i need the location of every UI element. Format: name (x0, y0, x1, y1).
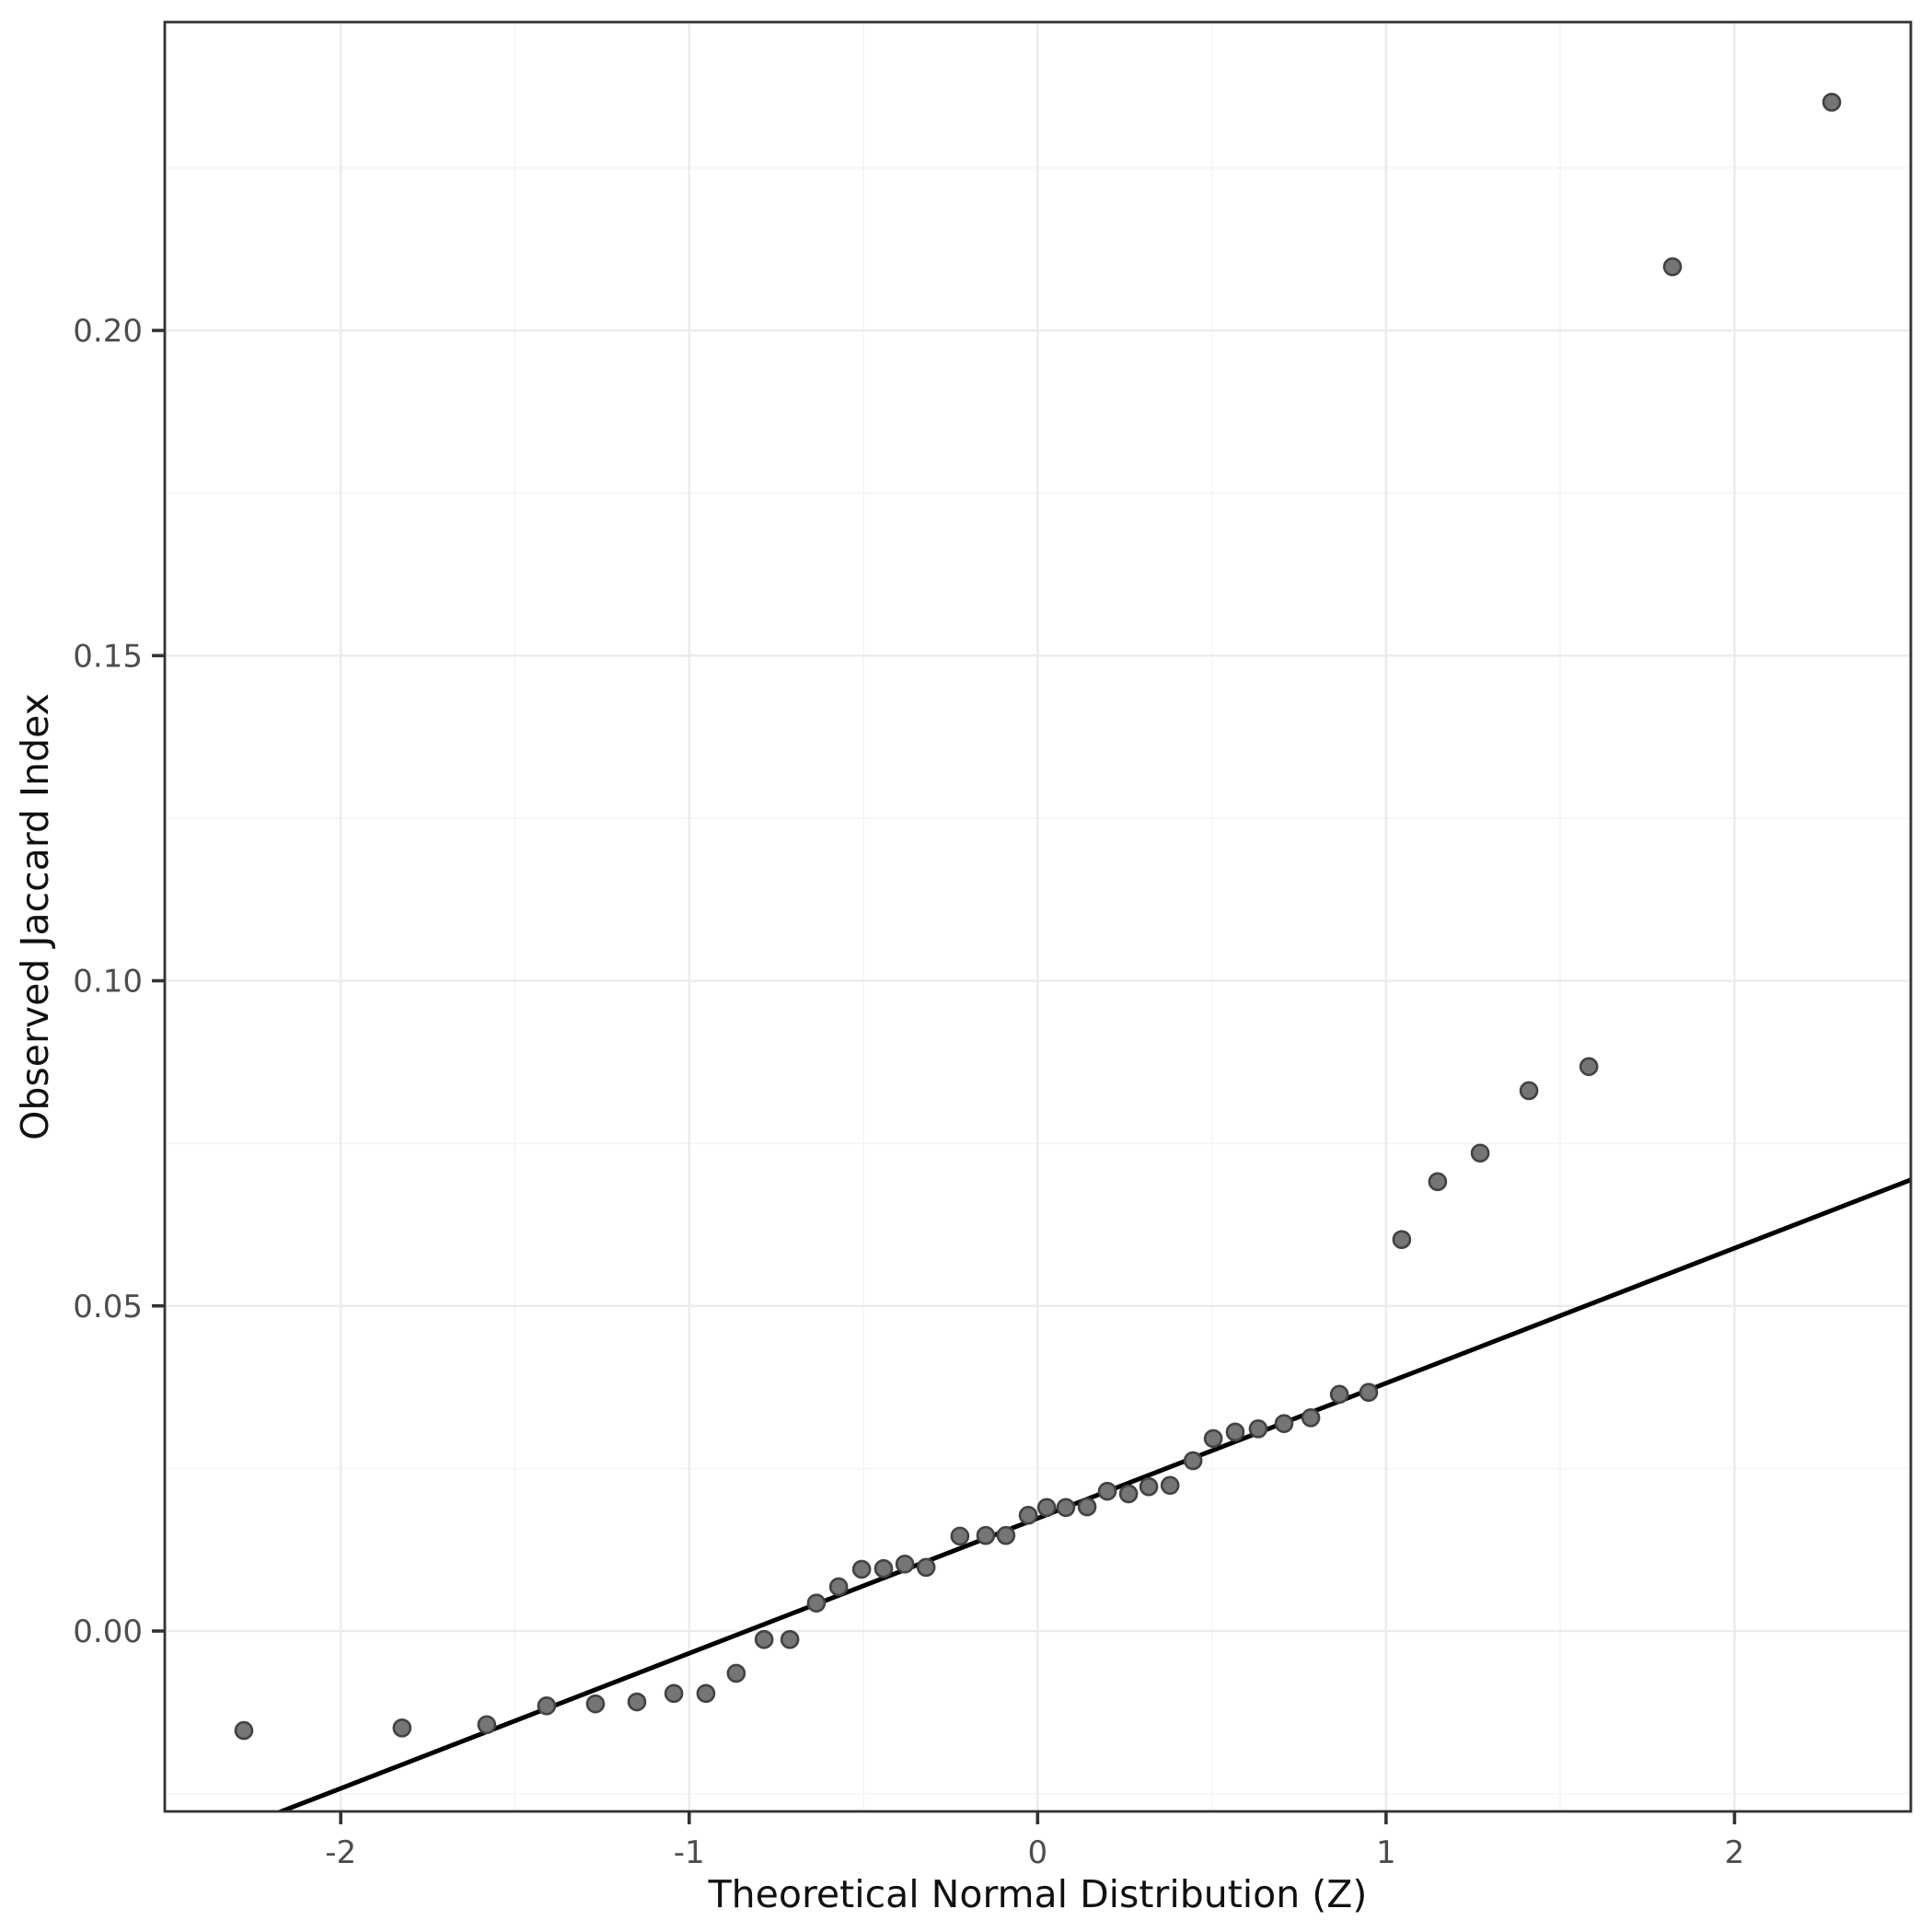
data-point (1056, 1498, 1076, 1518)
data-point (1329, 1384, 1349, 1405)
data-point (1274, 1414, 1294, 1433)
data-point (996, 1525, 1016, 1545)
x-tick-label: 1 (1376, 1834, 1396, 1871)
data-point (828, 1577, 849, 1597)
axis-tick-marks (152, 329, 1737, 1824)
data-point (1018, 1505, 1038, 1525)
y-tick-label: 0.15 (73, 638, 143, 675)
data-point (234, 1720, 254, 1741)
data-point (1139, 1476, 1159, 1497)
data-point (1428, 1172, 1448, 1192)
data-point (585, 1694, 606, 1714)
data-point (726, 1663, 746, 1683)
data-point (916, 1557, 936, 1578)
y-tick-label: 0.00 (73, 1614, 143, 1650)
data-point (1203, 1429, 1223, 1449)
data-point (1359, 1382, 1379, 1403)
data-point (976, 1525, 996, 1545)
data-point (1183, 1451, 1203, 1471)
scatter-points (234, 92, 1842, 1741)
data-point (537, 1695, 557, 1716)
data-point (895, 1554, 915, 1574)
data-point (1118, 1484, 1139, 1504)
data-point (1822, 92, 1842, 112)
data-point (1248, 1418, 1268, 1439)
data-point (873, 1558, 894, 1579)
data-point (627, 1692, 647, 1712)
x-tick-label: 0 (1027, 1834, 1047, 1871)
y-tick-label: 0.10 (73, 964, 143, 1001)
qq-reference-line (274, 1177, 1911, 1811)
y-tick-label: 0.05 (73, 1289, 143, 1325)
data-point (1036, 1498, 1057, 1518)
x-tick-label: -2 (325, 1834, 356, 1871)
data-point (950, 1526, 970, 1546)
data-point (754, 1629, 774, 1649)
data-point (477, 1715, 497, 1735)
axis-tick-labels: -2 -1 0 1 2 0.00 0.05 0.10 0.15 0.20 (73, 313, 1744, 1871)
data-point (851, 1559, 872, 1579)
y-axis-title: Observed Jaccard Index (13, 693, 57, 1140)
major-gridlines (165, 22, 1911, 1811)
data-point (1470, 1143, 1490, 1163)
data-point (1225, 1422, 1245, 1442)
data-point (1160, 1475, 1180, 1496)
data-point (780, 1629, 800, 1649)
data-point (1097, 1481, 1117, 1501)
data-point (1579, 1057, 1599, 1077)
data-point (1077, 1497, 1097, 1517)
data-point (806, 1593, 827, 1613)
data-point (1301, 1407, 1321, 1428)
data-point (1392, 1230, 1412, 1250)
x-tick-label: -1 (674, 1834, 705, 1871)
qq-reference-line-group (274, 1177, 1911, 1811)
y-tick-label: 0.20 (73, 313, 143, 350)
data-point (392, 1718, 412, 1738)
x-tick-label: 2 (1725, 1834, 1745, 1871)
data-point (664, 1683, 684, 1704)
x-axis-title: Theoretical Normal Distribution (Z) (708, 1872, 1368, 1916)
data-point (1662, 257, 1683, 277)
data-point (696, 1683, 716, 1704)
data-point (1519, 1081, 1539, 1101)
